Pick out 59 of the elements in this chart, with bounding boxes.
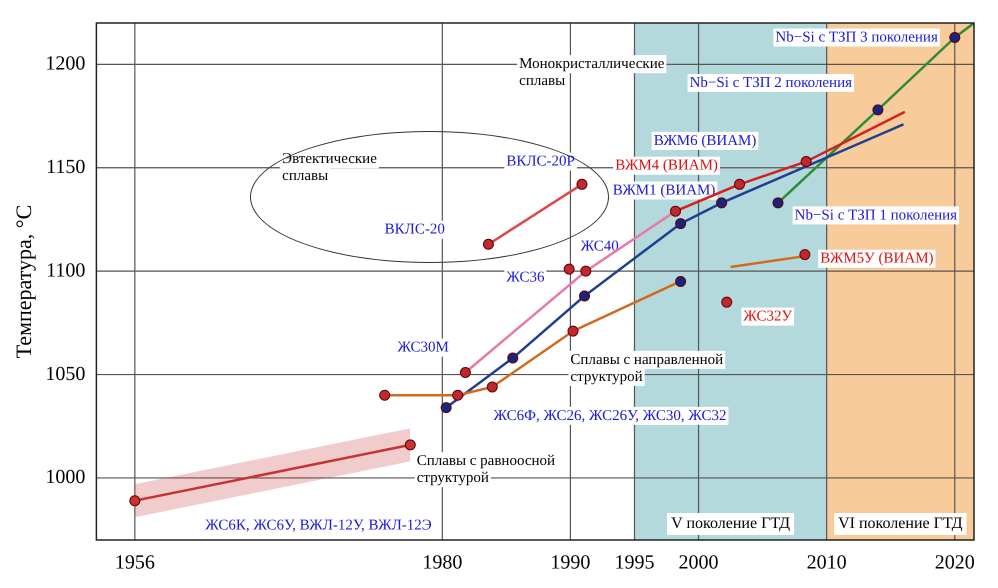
point bbox=[129, 495, 140, 506]
y-tick-label: 1100 bbox=[46, 259, 86, 282]
point bbox=[440, 402, 452, 414]
point bbox=[579, 290, 590, 302]
band-label: V поколение ГТД bbox=[671, 515, 790, 532]
annotation: Эвтектические сплавы bbox=[282, 151, 378, 184]
point bbox=[460, 366, 471, 378]
point bbox=[799, 249, 810, 260]
point bbox=[482, 238, 494, 250]
y-tick-label: 1000 bbox=[45, 466, 86, 488]
point bbox=[949, 32, 960, 43]
point bbox=[564, 264, 575, 275]
point bbox=[800, 156, 812, 168]
point bbox=[452, 390, 464, 401]
x-tick-label: 1995 bbox=[614, 551, 654, 574]
point bbox=[721, 296, 732, 308]
y-tick-label: 1200 bbox=[45, 52, 86, 75]
point bbox=[716, 197, 728, 208]
point bbox=[675, 218, 686, 230]
x-tick-label: 2000 bbox=[678, 551, 719, 574]
x-tick-label: 1956 bbox=[114, 551, 155, 574]
annotation: ЖС36 bbox=[506, 269, 545, 286]
y-tick-label: 1050 bbox=[45, 362, 86, 385]
annotation: ВКЛС-20 bbox=[384, 222, 445, 238]
annotation: ВЖМ1 (ВИАМ) bbox=[612, 182, 716, 198]
point bbox=[379, 390, 390, 401]
point bbox=[675, 276, 686, 287]
annotation: Сплавы с направленной структурой bbox=[570, 352, 724, 385]
annotation: Монокристаллические сплавы bbox=[519, 56, 665, 90]
point bbox=[486, 381, 498, 392]
annotation: ЖС40 bbox=[580, 238, 619, 254]
annotation: ЖС30М bbox=[397, 340, 449, 356]
point bbox=[404, 439, 416, 450]
x-tick-label: 1990 bbox=[550, 551, 590, 574]
point bbox=[772, 197, 784, 208]
x-tick-label: 2010 bbox=[806, 551, 847, 574]
point bbox=[734, 178, 746, 190]
annotation: ВКЛС-20Р bbox=[506, 153, 575, 170]
annotation: Nb−Si с ТЗП 1 поколения bbox=[794, 207, 958, 224]
annotation: Сплавы с равноосной структурой bbox=[416, 453, 556, 486]
annotation: ВЖМ5У (ВИАМ) bbox=[820, 250, 934, 267]
point bbox=[670, 206, 681, 217]
annotation: Nb−Si с ТЗП 3 поколения bbox=[775, 29, 938, 46]
annotation: ВЖМ6 (ВИАМ) bbox=[654, 132, 756, 149]
annotation: ЖС32У bbox=[743, 308, 792, 325]
point bbox=[872, 104, 884, 116]
band-label: VI поколение ГТД bbox=[838, 515, 963, 532]
point bbox=[567, 326, 578, 337]
annotation: ЖС6К, ЖС6У, ВЖЛ-12У, ВЖЛ-12Э bbox=[205, 517, 432, 534]
y-tick-label: 1150 bbox=[46, 156, 86, 178]
x-tick-label: 1980 bbox=[422, 551, 462, 574]
point bbox=[576, 178, 588, 190]
x-tick-label: 2020 bbox=[934, 551, 975, 574]
y-axis-title: Температура, °C bbox=[10, 204, 36, 358]
point bbox=[580, 266, 592, 277]
point bbox=[507, 352, 518, 364]
annotation: Nb−Si с ТЗП 2 поколения bbox=[690, 74, 852, 91]
annotation: ВЖМ4 (ВИАМ) bbox=[615, 158, 718, 174]
annotation: ЖС6Ф, ЖС26, ЖС26У, ЖС30, ЖС32 bbox=[494, 408, 726, 424]
